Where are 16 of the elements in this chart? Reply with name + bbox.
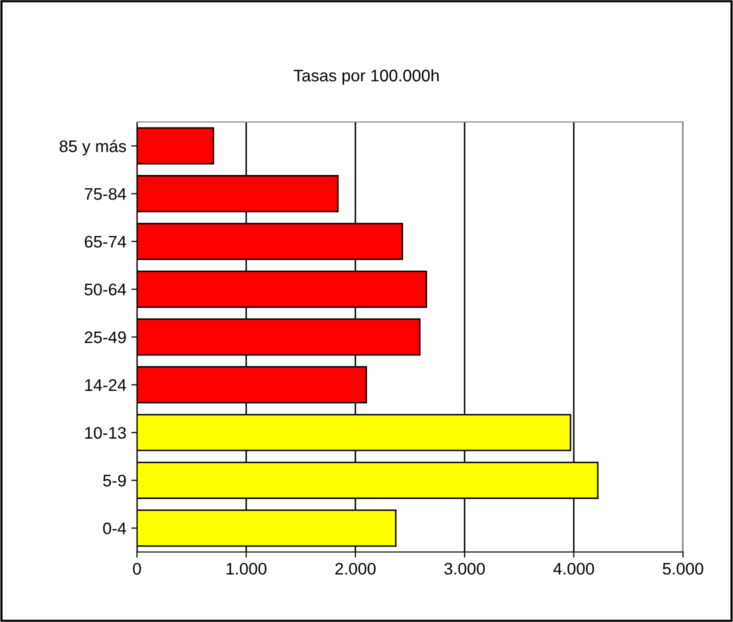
y-tick-label: 10-13 [85,426,126,439]
y-tick-label: 65-74 [84,236,126,248]
y-tick-label: 5-9 [103,474,126,487]
x-tick-label: 1.000 [226,562,266,575]
y-tick-label: 85 y más [60,140,126,156]
y-tick-label: 14-24 [85,379,126,391]
chart-title: Tasas por 100.000h [294,69,439,85]
x-tick-label: 2.000 [335,562,376,575]
y-tick-label: 50-64 [84,284,126,296]
x-tick-label: 5.000 [662,562,704,575]
y-tick-label: 75-84 [84,188,126,200]
x-tick-label: 3.000 [444,562,485,575]
x-tick-label: 0 [133,562,141,575]
x-tick-label: 4.000 [553,562,594,575]
y-tick-label: 25-49 [84,331,126,344]
y-tick-label: 0-4 [103,522,126,534]
